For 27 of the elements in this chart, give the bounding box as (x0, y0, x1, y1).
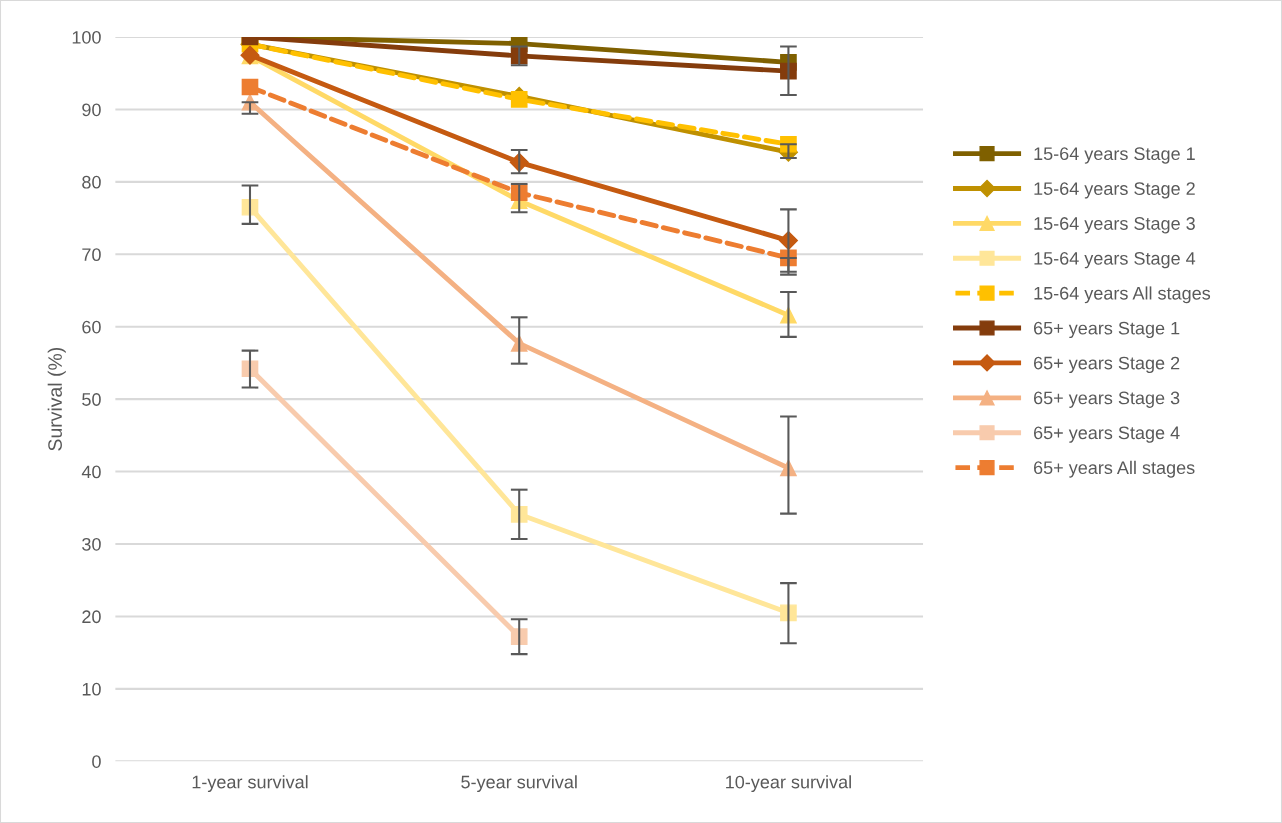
legend-label: 15-64 years Stage 2 (1034, 182, 1195, 199)
y-tick-label: 100 (72, 30, 101, 44)
legend-label: 15-64 years Stage 1 (1034, 147, 1195, 164)
legend-label: 65+ years Stage 2 (1034, 356, 1180, 373)
y-tick-label: 30 (82, 537, 101, 551)
x-tick-label: 1-year survival (192, 775, 308, 792)
y-tick-label: 10 (82, 682, 101, 696)
legend-label: 15-64 years All stages (1034, 286, 1211, 304)
legend-label: 15-64 years Stage 4 (1034, 251, 1196, 269)
x-tick-label: 5-year survival (461, 775, 577, 792)
x-tick-label: 10-year survival (726, 775, 851, 792)
y-axis-title: Survival (%) (47, 347, 66, 451)
y-tick-label: 70 (82, 248, 101, 262)
y-tick-label: 60 (82, 320, 101, 334)
y-tick-label: 20 (82, 610, 101, 624)
y-tick-label: 50 (82, 393, 101, 406)
y-tick-label: 0 (92, 755, 101, 768)
legend-label: 15-64 years Stage 3 (1034, 217, 1195, 234)
legend-label: 65+ years Stage 1 (1034, 321, 1180, 339)
legend-label: 65+ years Stage 3 (1034, 391, 1180, 408)
legend-label: 65+ years All stages (1034, 460, 1195, 478)
y-tick-label: 90 (82, 103, 101, 117)
point (510, 90, 528, 108)
y-tick-label: 40 (81, 465, 101, 479)
y-tick-label: 80 (82, 175, 101, 189)
point (241, 78, 259, 96)
legend-label: 65+ years Stage 4 (1034, 426, 1180, 443)
